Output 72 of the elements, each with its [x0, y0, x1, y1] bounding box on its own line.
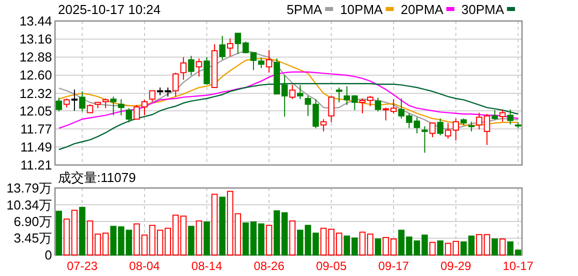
candlestick: [172, 72, 179, 98]
bar: [219, 196, 226, 256]
candlestick: [180, 56, 187, 80]
y-tick-label: 11.49: [20, 139, 52, 154]
candlestick: [126, 108, 132, 123]
y-tick-label: 11.77: [20, 121, 52, 136]
x-tick-label: 08-26: [254, 259, 285, 273]
y-tick-label: 13.16: [19, 32, 52, 47]
y-tick-label: 12.60: [19, 68, 52, 83]
legend-label: 20PMA: [400, 2, 444, 17]
bar: [266, 224, 272, 256]
bar: [204, 221, 210, 256]
bar: [211, 194, 218, 256]
candlestick: [422, 126, 428, 154]
candlestick: [118, 98, 124, 116]
bar: [289, 220, 296, 256]
candlestick: [219, 35, 226, 60]
bar: [499, 238, 506, 256]
x-tick-label: 09-05: [316, 259, 347, 273]
legend-label: 5PMA: [286, 2, 322, 17]
candlestick: [79, 90, 86, 112]
candlestick: [226, 38, 234, 58]
candlestick: [289, 84, 296, 100]
y-tick-label: 6.90万: [14, 214, 52, 229]
x-tick-label: 07-23: [66, 259, 98, 273]
bar: [196, 220, 202, 256]
y-tick-label: 10.34万: [6, 197, 52, 212]
y-tick-label: 12.32: [19, 86, 52, 101]
candlestick: [374, 97, 382, 112]
candlestick: [110, 96, 117, 116]
x-tick-label: 10-17: [502, 259, 534, 273]
bar: [492, 238, 498, 256]
candlestick: [437, 118, 444, 136]
candlestick: [429, 122, 436, 138]
chart-title: 2025-10-17 10:24: [58, 2, 161, 17]
candlestick: [196, 58, 202, 78]
y-tick-label: 12.88: [19, 50, 52, 65]
candlestick: [71, 88, 78, 112]
x-tick-label: 09-29: [440, 259, 472, 273]
candlestick: [336, 87, 342, 103]
candlestick: [297, 84, 304, 100]
y-tick-label: 0: [44, 248, 52, 262]
candlestick: [266, 50, 272, 74]
y-tick-label: 3.45万: [14, 230, 52, 246]
x-tick-label: 09-17: [378, 259, 410, 273]
candlestick: [492, 110, 498, 120]
candlestick: [64, 98, 70, 108]
x-tick-label: 08-14: [191, 259, 222, 273]
candlestick: [507, 108, 514, 125]
bar: [374, 238, 382, 256]
candlestick: [468, 121, 475, 132]
candlestick: [56, 97, 62, 112]
legend-label: 10PMA: [340, 2, 384, 17]
line-series: [58, 83, 519, 150]
y-tick-label: 11.21: [20, 158, 52, 172]
chart-title: 成交量:11079: [58, 170, 136, 185]
bar: [429, 242, 436, 256]
x-tick-label: 08-04: [129, 259, 160, 273]
bar: [437, 240, 444, 256]
candlestick: [149, 90, 156, 102]
candlestick: [499, 110, 506, 122]
y-tick-label: 12.05: [19, 103, 52, 118]
y-tick-label: 13.79万: [6, 180, 52, 196]
candlestick: [204, 56, 210, 86]
y-tick-label: 13.44: [19, 14, 52, 28]
bar: [56, 210, 62, 256]
bar: [188, 226, 194, 256]
candlestick: [328, 95, 334, 123]
candlestick: [188, 55, 194, 76]
legend-label: 30PMA: [461, 2, 504, 17]
candlestick: [320, 118, 327, 132]
bar: [79, 206, 86, 256]
